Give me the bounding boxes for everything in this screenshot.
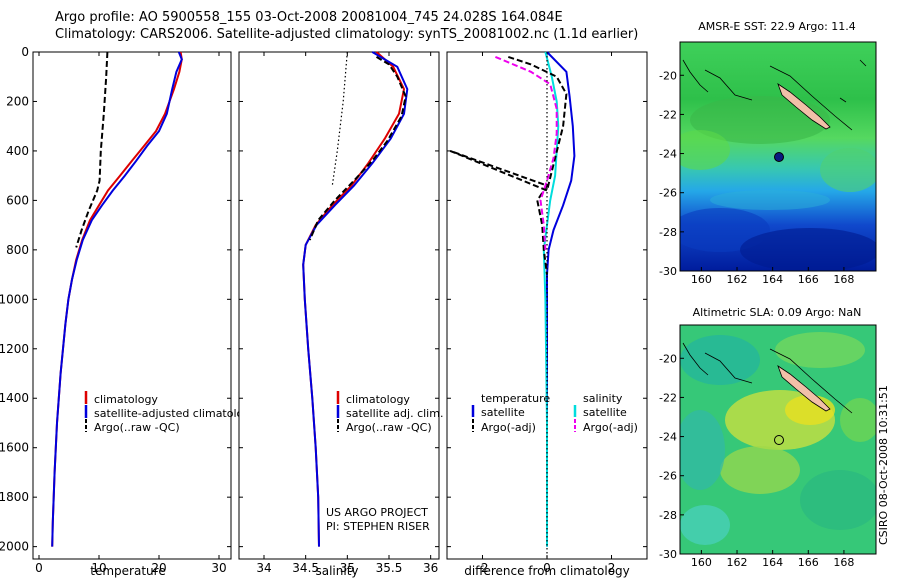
map-y-tick-label: -20	[659, 69, 677, 82]
legend-satellite-adjusted: satellite-adjusted climatology	[94, 407, 257, 420]
x-tick-label: 34.5	[292, 561, 319, 575]
csiro-stamp-text: CSIRO 08-Oct-2008 10:31:51	[877, 385, 890, 545]
map-x-tick-label: 164	[762, 273, 783, 286]
legend-climatology: climatology	[94, 393, 158, 406]
project-annotation-2: PI: STEPHEN RISER	[326, 520, 430, 533]
series-line	[542, 51, 560, 547]
legend-sal-satellite: satellite	[583, 406, 627, 419]
legend-salinity: salinity	[583, 392, 623, 405]
series-line	[546, 51, 576, 547]
map-y-tick-label: -20	[659, 352, 677, 365]
map-x-tick-label: 162	[727, 556, 748, 569]
sla-map: Altimetric SLA: 0.09 Argo: NaN 160 162 164…	[659, 306, 877, 569]
y-tick-label: 400	[6, 144, 29, 158]
argo-float-marker	[774, 152, 784, 162]
map-y-tick-label: -22	[659, 108, 677, 121]
x-tick-label: 0	[35, 561, 43, 575]
csiro-stamp: CSIRO 08-Oct-2008 10:31:51	[877, 385, 890, 545]
map-x-tick-label: 160	[691, 556, 712, 569]
y-tick-label: 2000	[0, 540, 29, 554]
x-tick-label: 10	[91, 561, 106, 575]
legend-satellite-adj: satellite adj. clim.	[346, 407, 443, 420]
profile-title: Argo profile: AO 5900558_155 03-Oct-2008…	[55, 10, 563, 25]
map-x-tick-label: 168	[833, 273, 854, 286]
map-x-tick-label: 166	[798, 273, 819, 286]
series-line	[75, 51, 109, 248]
sla-map-title: Altimetric SLA: 0.09 Argo: NaN	[693, 306, 862, 319]
y-tick-label: 1400	[0, 391, 29, 405]
new-caledonia-island	[777, 364, 831, 412]
x-tick-label: 35	[340, 561, 355, 575]
map-y-tick-label: -24	[659, 148, 677, 161]
legend-argo: Argo(..raw -QC)	[94, 421, 180, 434]
legend-temp-satellite: satellite	[481, 406, 525, 419]
map-x-tick-label: 164	[762, 556, 783, 569]
y-tick-label: 600	[6, 193, 29, 207]
sst-map-title: AMSR-E SST: 22.9 Argo: 11.4	[698, 20, 856, 33]
map-x-tick-label: 160	[691, 273, 712, 286]
temperature-xlabel: temperature	[90, 564, 165, 578]
y-tick-label: 800	[6, 243, 29, 257]
climatology-subtitle: Climatology: CARS2006. Satellite-adjuste…	[55, 27, 639, 42]
series-line	[51, 51, 183, 547]
series-line	[331, 51, 348, 186]
y-tick-label: 0	[21, 45, 29, 59]
project-annotation-1: US ARGO PROJECT	[326, 506, 428, 519]
map-x-tick-label: 168	[833, 556, 854, 569]
x-tick-label: 30	[211, 561, 226, 575]
y-tick-label: 1600	[0, 441, 29, 455]
y-tick-label: 1200	[0, 342, 29, 356]
salinity-xlabel: salinity	[315, 564, 358, 578]
salinity-legend: climatology satellite adj. clim. Argo(..…	[336, 391, 443, 434]
map-y-tick-label: -28	[659, 226, 677, 239]
y-tick-label: 1000	[0, 292, 29, 306]
salinity-panel: 34 34.5 35 35.5 36 salinity climatology sate…	[238, 51, 443, 578]
map-y-tick-label: -22	[659, 391, 677, 404]
x-tick-label: 34	[256, 561, 271, 575]
x-tick-label: -2	[476, 561, 488, 575]
legend-temp-argo: Argo(-adj)	[481, 421, 536, 434]
y-tick-label: 200	[6, 94, 29, 108]
temperature-panel: 0 200 400 600 800 1000 1200 1400 1600 1800 2000 0 1…	[0, 45, 257, 578]
x-tick-label: 2	[608, 561, 616, 575]
map-y-tick-label: -28	[659, 509, 677, 522]
map-y-tick-label: -24	[659, 431, 677, 444]
map-y-tick-label: -30	[659, 548, 677, 561]
legend-temperature: temperature	[481, 392, 550, 405]
x-tick-label: 0	[543, 561, 551, 575]
temperature-legend: climatology satellite-adjusted climatolo…	[84, 391, 257, 434]
legend-sal-argo: Argo(-adj)	[583, 421, 638, 434]
difference-panel: -2 0 2 difference from climatology tempera…	[446, 51, 648, 578]
x-tick-label: 20	[151, 561, 166, 575]
argo-float-marker-open	[774, 435, 784, 445]
map-x-tick-label: 162	[727, 273, 748, 286]
series-line	[449, 55, 568, 275]
x-tick-label: 35.5	[376, 561, 403, 575]
series-line	[308, 56, 407, 241]
x-tick-label: 36	[423, 561, 438, 575]
legend-climatology: climatology	[346, 393, 410, 406]
map-y-tick-label: -26	[659, 470, 677, 483]
map-y-tick-label: -30	[659, 265, 677, 278]
new-caledonia-island	[777, 82, 831, 130]
difference-xlabel: difference from climatology	[464, 564, 630, 578]
y-tick-label: 1800	[0, 490, 29, 504]
legend-argo: Argo(..raw -QC)	[346, 421, 432, 434]
map-x-tick-label: 166	[798, 556, 819, 569]
series-line	[495, 55, 558, 250]
map-y-tick-label: -26	[659, 187, 677, 200]
sst-map: AMSR-E SST: 22.9 Argo: 11.4 160	[659, 20, 877, 286]
difference-legend: temperature satellite Argo(-adj) salinit…	[471, 392, 638, 434]
